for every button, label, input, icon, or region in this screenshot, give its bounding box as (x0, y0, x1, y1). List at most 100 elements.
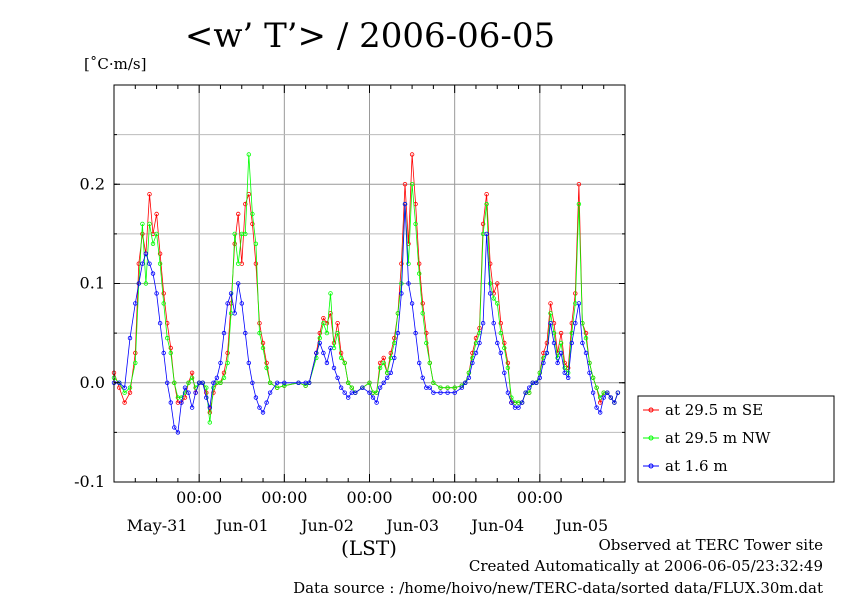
data-point (417, 360, 422, 366)
data-point (576, 181, 582, 187)
data-point (235, 281, 241, 286)
data-point (498, 330, 503, 336)
legend-swatch-marker (648, 407, 654, 413)
data-point (264, 400, 269, 405)
data-point (409, 152, 415, 157)
data-point (438, 390, 443, 395)
data-point (335, 375, 340, 380)
data-point (211, 385, 216, 390)
data-point (420, 375, 425, 380)
data-point (150, 241, 156, 246)
data-point (189, 370, 195, 375)
x-tick-date-label: Jun-01 (214, 516, 269, 535)
data-point (232, 311, 237, 316)
data-point (519, 400, 525, 405)
data-point (480, 221, 486, 227)
data-point (537, 375, 542, 380)
data-point (544, 340, 550, 346)
chart-title: <w’ T’> / 2006-06-05 (185, 16, 555, 56)
data-point (243, 330, 248, 336)
data-point (282, 383, 287, 388)
data-point (377, 365, 383, 371)
data-point (228, 291, 234, 296)
data-point (136, 281, 141, 286)
data-point (537, 370, 542, 375)
data-point (161, 301, 166, 306)
data-point (413, 330, 418, 336)
data-point (154, 211, 159, 217)
data-point (127, 385, 133, 390)
data-point (360, 385, 365, 390)
data-point (257, 405, 262, 410)
data-point (246, 360, 251, 366)
data-point (338, 350, 344, 356)
data-point (605, 390, 610, 395)
data-point (154, 231, 159, 237)
data-point (569, 340, 574, 346)
data-point (406, 261, 411, 266)
data-point (509, 400, 514, 405)
data-point (601, 395, 606, 400)
data-point (374, 390, 379, 395)
x-tick-time-label: 00:00 (176, 488, 222, 507)
data-point (473, 350, 479, 356)
data-point (328, 291, 333, 296)
data-point (555, 360, 560, 366)
data-point (122, 385, 127, 390)
data-point (367, 390, 372, 395)
data-point (172, 380, 177, 385)
data-point (253, 395, 259, 400)
data-point (317, 335, 322, 341)
legend: at 29.5 m SE at 29.5 m NW at 1.6 m (637, 395, 835, 483)
data-point (127, 335, 133, 341)
data-point (342, 360, 347, 366)
data-point (211, 380, 216, 385)
x-tick-time-label: 00:00 (517, 488, 563, 507)
data-point (218, 360, 223, 366)
data-point (260, 410, 266, 415)
data-point (157, 261, 163, 266)
data-point (477, 340, 482, 346)
data-point (189, 375, 195, 380)
data-point (463, 380, 468, 385)
data-point (566, 375, 571, 380)
data-point (296, 380, 301, 385)
data-point (218, 380, 223, 385)
data-point (480, 321, 486, 326)
data-point (427, 385, 432, 390)
data-point (548, 301, 553, 306)
data-point (168, 350, 173, 356)
data-point (303, 383, 308, 388)
data-point (615, 390, 621, 395)
data-point (399, 261, 404, 266)
data-point (406, 281, 411, 286)
data-point (221, 330, 227, 336)
data-point (402, 201, 408, 207)
data-point (260, 345, 266, 351)
data-point (438, 385, 443, 390)
data-point (402, 181, 408, 187)
data-point (117, 385, 122, 390)
data-point (377, 385, 383, 390)
x-tick-date-label: Jun-04 (469, 516, 524, 535)
data-point (491, 321, 496, 326)
data-point (164, 335, 170, 341)
data-point (214, 375, 220, 380)
y-axis: -0.1 0.0 0.1 0.2 (74, 84, 625, 491)
series-3 (111, 201, 621, 435)
data-point (257, 330, 262, 336)
data-point (207, 410, 212, 415)
y-tick-label: -0.1 (74, 472, 105, 491)
data-point (314, 350, 319, 356)
y-tick-label: 0.2 (80, 174, 105, 193)
x-tick-date-label: May-31 (127, 516, 188, 535)
data-point (147, 261, 152, 266)
data-point (544, 350, 550, 356)
data-point (516, 405, 521, 410)
data-point (168, 345, 173, 351)
data-point (466, 370, 472, 375)
data-point (576, 201, 582, 207)
data-point (587, 370, 592, 375)
data-point (420, 301, 425, 306)
data-point (562, 365, 567, 371)
